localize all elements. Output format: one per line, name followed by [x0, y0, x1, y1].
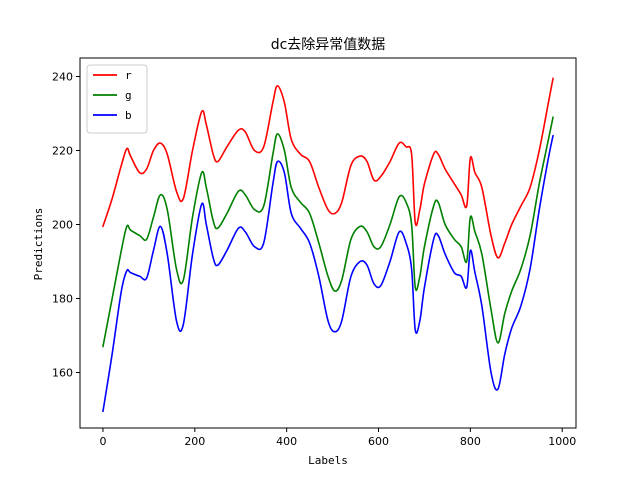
series-line-b	[102, 134, 554, 413]
series-line-g	[102, 116, 554, 348]
x-tick-label: 800	[460, 435, 481, 448]
x-axis-label: Labels	[308, 454, 348, 467]
y-tick-label: 240	[52, 71, 73, 84]
axes-frame	[79, 57, 577, 429]
x-tick-label: 200	[184, 435, 205, 448]
legend-label-g: g	[125, 89, 132, 102]
x-tick-label: 1000	[548, 435, 576, 448]
y-tick-label: 220	[52, 145, 73, 158]
series-line-r	[102, 77, 554, 259]
axis-ticks: 0 200 400 600 800 1000 160 180 200 220 240	[52, 71, 576, 449]
y-axis-label: Predictions	[32, 208, 45, 281]
legend-label-r: r	[125, 69, 132, 82]
y-tick-label: 180	[52, 293, 73, 306]
legend-label-b: b	[125, 109, 132, 122]
y-tick-label: 160	[52, 367, 73, 380]
chart-title: dc去除异常值数据	[271, 37, 386, 53]
plot-area	[79, 57, 577, 429]
x-tick-label: 600	[368, 435, 389, 448]
y-tick-label: 200	[52, 219, 73, 232]
legend: rgb	[86, 64, 148, 134]
x-tick-label: 400	[276, 435, 297, 448]
x-tick-label: 0	[99, 435, 106, 448]
legend-box	[86, 64, 148, 134]
